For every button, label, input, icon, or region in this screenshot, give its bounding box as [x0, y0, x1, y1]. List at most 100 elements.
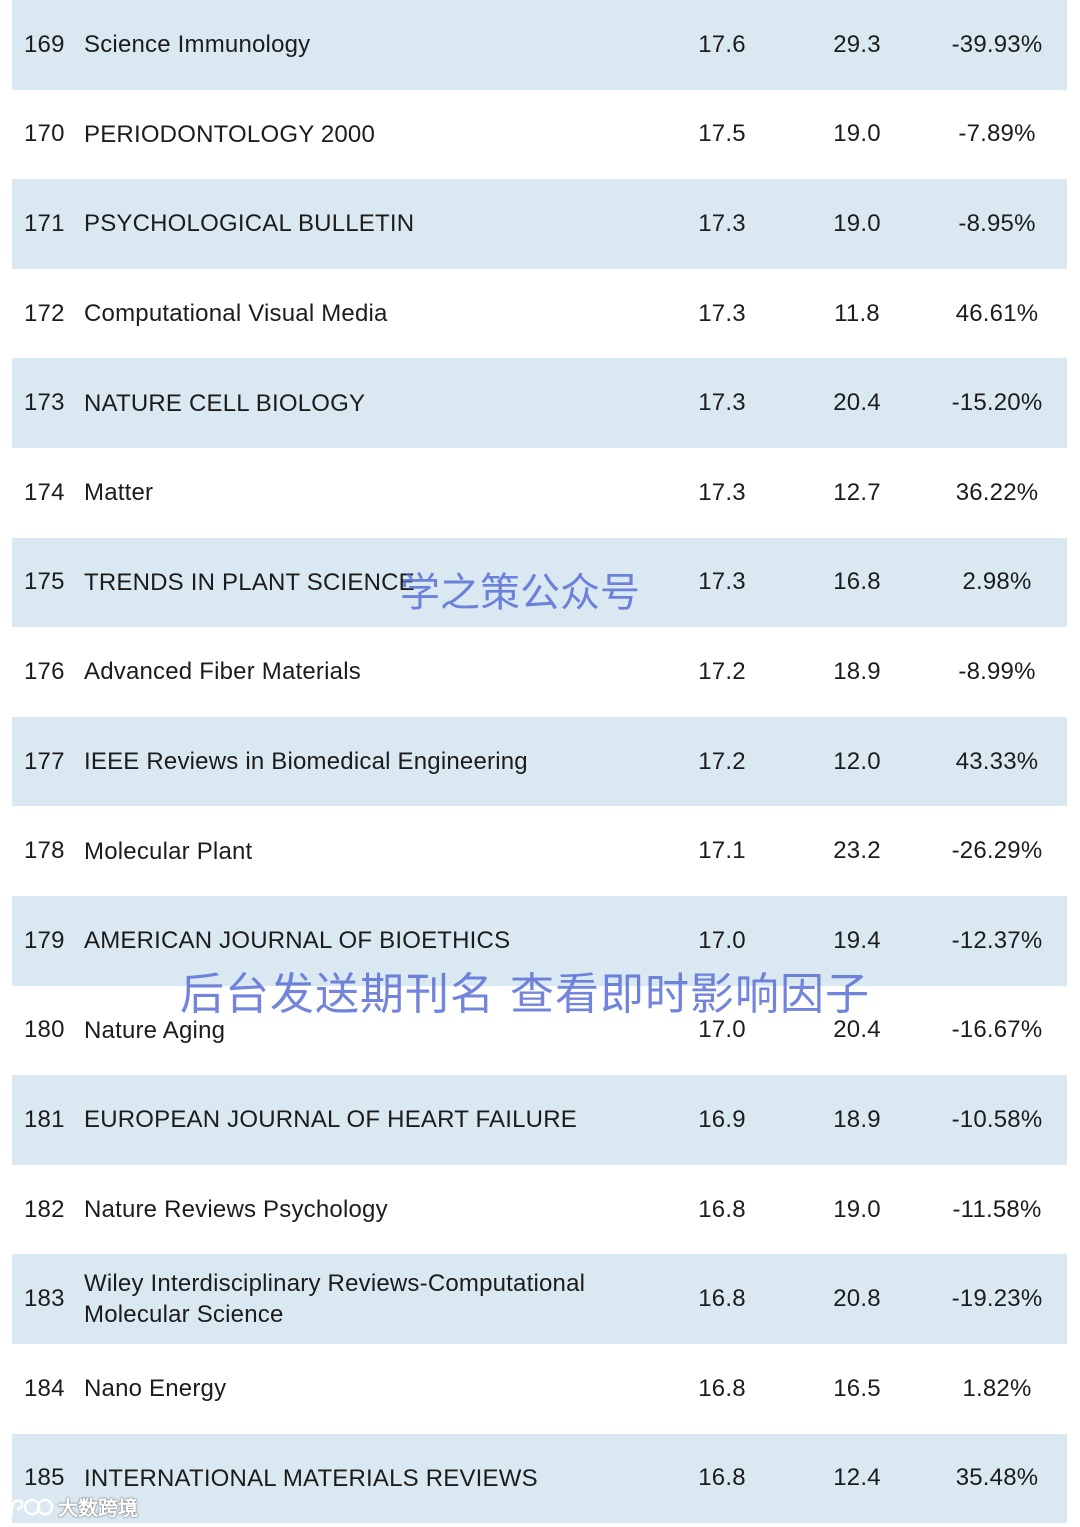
value2-cell: 23.2 — [833, 837, 881, 865]
value1-cell: 17.0 — [698, 1016, 746, 1044]
rank-cell: 170 — [24, 120, 65, 148]
journal-name-cell: PERIODONTOLOGY 2000 — [84, 120, 376, 148]
journal-name-cell: Wiley Interdisciplinary Reviews-Computat… — [84, 1270, 586, 1329]
percent-change-cell: 46.61% — [955, 299, 1039, 327]
value2-cell: 19.4 — [833, 926, 881, 954]
value1-cell: 16.9 — [698, 1105, 746, 1133]
journal-name-cell: EUROPEAN JOURNAL OF HEART FAILURE — [84, 1106, 577, 1134]
rank-cell: 183 — [24, 1285, 65, 1313]
rank-cell: 174 — [24, 478, 65, 506]
journal-name-cell: Nature Reviews Psychology — [84, 1196, 388, 1224]
value1-cell: 17.3 — [698, 299, 746, 327]
table-row: 180 Nature Aging 17.0 20.4 -16.67% — [12, 985, 1067, 1076]
journal-name-cell: Nature Aging — [84, 1016, 226, 1044]
rank-cell: 179 — [24, 926, 65, 954]
rank-cell: 184 — [24, 1374, 65, 1402]
value1-cell: 17.1 — [698, 837, 746, 865]
percent-change-cell: 1.82% — [962, 1374, 1032, 1402]
value1-cell: 16.8 — [698, 1285, 746, 1313]
rank-cell: 171 — [24, 209, 65, 237]
percent-change-cell: -7.89% — [958, 120, 1036, 148]
value2-cell: 19.0 — [833, 209, 881, 237]
journal-name-cell: AMERICAN JOURNAL OF BIOETHICS — [84, 927, 511, 955]
rank-cell: 180 — [24, 1016, 65, 1044]
percent-change-cell: -16.67% — [951, 1016, 1043, 1044]
value1-cell: 17.3 — [698, 478, 746, 506]
journal-name-cell: Nano Energy — [84, 1375, 227, 1403]
percent-change-cell: 43.33% — [955, 747, 1039, 775]
percent-change-cell: 35.48% — [955, 1464, 1039, 1492]
table-row: 176 Advanced Fiber Materials 17.2 18.9 -… — [12, 627, 1067, 717]
value1-cell: 16.8 — [698, 1374, 746, 1402]
percent-change-cell: -10.58% — [951, 1105, 1043, 1133]
journal-name-cell: Molecular Plant — [84, 837, 253, 865]
value1-cell: 17.5 — [698, 120, 746, 148]
journal-name-cell: NATURE CELL BIOLOGY — [84, 389, 366, 417]
percent-change-cell: -19.23% — [951, 1285, 1043, 1313]
table-row: 185 INTERNATIONAL MATERIALS REVIEWS 16.8… — [12, 1433, 1067, 1524]
value1-cell: 17.2 — [698, 747, 746, 775]
value1-cell: 17.2 — [698, 657, 746, 685]
percent-change-cell: -26.29% — [951, 837, 1043, 865]
rank-cell: 175 — [24, 568, 65, 596]
rank-cell: 177 — [24, 747, 65, 775]
table-row: 179 AMERICAN JOURNAL OF BIOETHICS 17.0 1… — [12, 895, 1067, 986]
percent-change-cell: -8.99% — [958, 657, 1036, 685]
journal-name-cell: TRENDS IN PLANT SCIENCE — [84, 568, 415, 596]
percent-change-cell: -39.93% — [951, 30, 1043, 58]
journal-name-cell: INTERNATIONAL MATERIALS REVIEWS — [84, 1464, 538, 1492]
value2-cell: 11.8 — [834, 299, 880, 327]
rank-cell: 169 — [24, 30, 65, 58]
value1-cell: 16.8 — [698, 1464, 746, 1492]
value2-cell: 16.5 — [833, 1374, 881, 1402]
logo-icon — [10, 1498, 54, 1515]
value2-cell: 12.0 — [833, 747, 881, 775]
rank-cell: 182 — [24, 1195, 65, 1223]
rank-cell: 181 — [24, 1105, 65, 1133]
journal-table: 169 Science Immunology 17.6 29.3 -39.93%… — [12, 0, 1067, 1524]
table-row: 181 EUROPEAN JOURNAL OF HEART FAILURE 16… — [12, 1075, 1067, 1165]
journal-name-cell: Matter — [84, 479, 154, 507]
table-row: 171 PSYCHOLOGICAL BULLETIN 17.3 19.0 -8.… — [12, 179, 1067, 269]
rank-cell: 172 — [24, 299, 65, 327]
logo-text: 大数跨境 — [58, 1498, 138, 1520]
corner-logo: 大数跨境 — [8, 1492, 138, 1521]
value2-cell: 20.4 — [833, 389, 881, 417]
percent-change-cell: -8.95% — [958, 209, 1036, 237]
percent-change-cell: 2.98% — [962, 568, 1032, 596]
value2-cell: 12.7 — [833, 478, 881, 506]
value2-cell: 18.9 — [833, 1105, 881, 1133]
value2-cell: 20.4 — [833, 1016, 881, 1044]
journal-name-cell: IEEE Reviews in Biomedical Engineering — [84, 748, 528, 776]
value2-cell: 16.8 — [833, 568, 881, 596]
table-row: 173 NATURE CELL BIOLOGY 17.3 20.4 -15.20… — [12, 358, 1067, 448]
table-row: 175 TRENDS IN PLANT SCIENCE 17.3 16.8 2.… — [12, 537, 1067, 628]
percent-change-cell: -12.37% — [951, 926, 1043, 954]
value2-cell: 18.9 — [833, 657, 881, 685]
rank-cell: 185 — [24, 1464, 65, 1492]
table-row: 172 Computational Visual Media 17.3 11.8… — [12, 268, 1067, 359]
table-row: 174 Matter 17.3 12.7 36.22% — [12, 447, 1067, 538]
value1-cell: 17.3 — [698, 209, 746, 237]
table-row: 184 Nano Energy 16.8 16.5 1.82% — [12, 1343, 1067, 1434]
table-row: 177 IEEE Reviews in Biomedical Engineeri… — [12, 716, 1067, 807]
journal-name-cell: PSYCHOLOGICAL BULLETIN — [84, 210, 415, 238]
journal-name-cell: Science Immunology — [84, 31, 311, 59]
percent-change-cell: -15.20% — [951, 389, 1043, 417]
table-row: 182 Nature Reviews Psychology 16.8 19.0 … — [12, 1164, 1067, 1255]
table-row: 170 PERIODONTOLOGY 2000 17.5 19.0 -7.89% — [12, 89, 1067, 180]
value2-cell: 20.8 — [833, 1285, 881, 1313]
percent-change-cell: -11.58% — [952, 1195, 1042, 1223]
value1-cell: 17.3 — [698, 568, 746, 596]
journal-name-cell: Computational Visual Media — [84, 300, 388, 328]
rank-cell: 178 — [24, 837, 65, 865]
rank-cell: 173 — [24, 389, 65, 417]
value1-cell: 17.0 — [698, 926, 746, 954]
value2-cell: 29.3 — [833, 30, 881, 58]
table-row: 178 Molecular Plant 17.1 23.2 -26.29% — [12, 806, 1067, 896]
value2-cell: 12.4 — [833, 1464, 881, 1492]
journal-name-cell: Advanced Fiber Materials — [84, 658, 361, 686]
value1-cell: 17.3 — [698, 389, 746, 417]
value2-cell: 19.0 — [833, 1195, 881, 1223]
